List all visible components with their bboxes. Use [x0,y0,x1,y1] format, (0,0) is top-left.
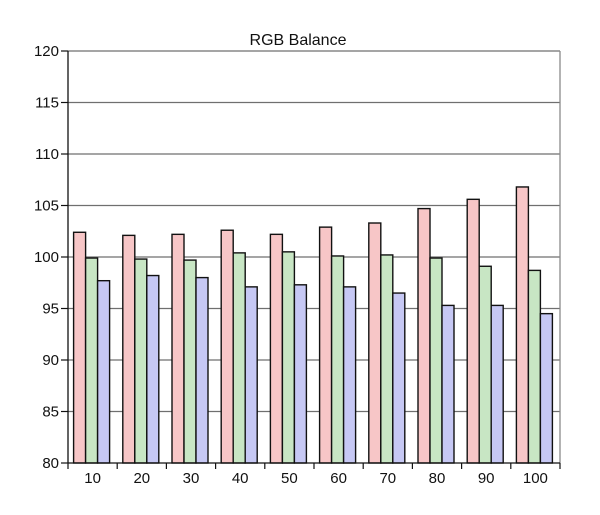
bar-series-2-20 [134,258,148,464]
x-tick-label: 20 [133,470,150,487]
chart-title: RGB Balance [250,32,347,49]
bar-series-3-50 [293,284,308,464]
bar-series-3-80 [441,304,455,464]
bar-series-2-50 [281,251,296,464]
x-tick-label: 70 [379,470,396,487]
y-tick-label: 85 [42,404,59,421]
y-tick-label: 100 [34,249,59,266]
bar-series-3-100 [539,312,554,464]
axes [61,50,561,469]
bar-series-3-20 [146,274,160,464]
x-tick-label: 30 [183,470,200,487]
bar-series-3-60 [342,286,357,464]
x-tick-label: 10 [84,470,101,487]
bar-series-2-90 [478,265,492,464]
bar-series-3-30 [195,276,209,464]
y-tick-label: 110 [35,146,59,163]
y-tick-label: 115 [35,95,59,112]
bar-series-1-70 [368,222,382,464]
bar-series-3-90 [490,304,504,464]
bar-series [72,186,554,464]
x-tick-labels: 10 20 30 40 50 60 70 80 90 100 [84,470,548,487]
bar-series-2-40 [232,252,246,464]
bar-series-1-20 [122,234,136,464]
y-tick-label: 105 [34,198,59,215]
bar-series-1-60 [318,226,333,464]
y-tick-labels: 80 85 90 95 100 105 110 115 120 [34,43,59,472]
bar-series-1-50 [269,233,284,464]
x-tick-label: 50 [281,470,298,487]
y-tick-label: 90 [42,352,59,369]
bar-series-1-30 [171,233,185,464]
bar-series-3-10 [96,279,111,464]
x-tick-label: 60 [330,470,347,487]
bar-series-1-80 [417,207,431,464]
bar-series-3-40 [244,286,258,464]
bar-series-2-100 [527,269,542,464]
bar-series-2-60 [330,255,345,464]
bar-series-2-10 [84,257,99,464]
bar-series-1-40 [220,229,234,464]
bar-series-1-10 [72,231,87,464]
bar-series-1-100 [515,186,530,464]
bar-series-3-70 [392,292,406,464]
x-tick-label: 100 [523,470,548,487]
y-tick-label: 120 [34,43,59,60]
x-tick-label: 80 [429,470,446,487]
bar-series-2-30 [183,259,197,464]
y-tick-label: 80 [42,455,59,472]
x-tick-label: 90 [478,470,495,487]
bar-series-2-80 [429,257,443,464]
bar-series-1-90 [466,198,480,464]
x-tick-label: 40 [232,470,249,487]
y-tick-label: 95 [42,301,59,318]
bar-series-2-70 [380,254,394,464]
